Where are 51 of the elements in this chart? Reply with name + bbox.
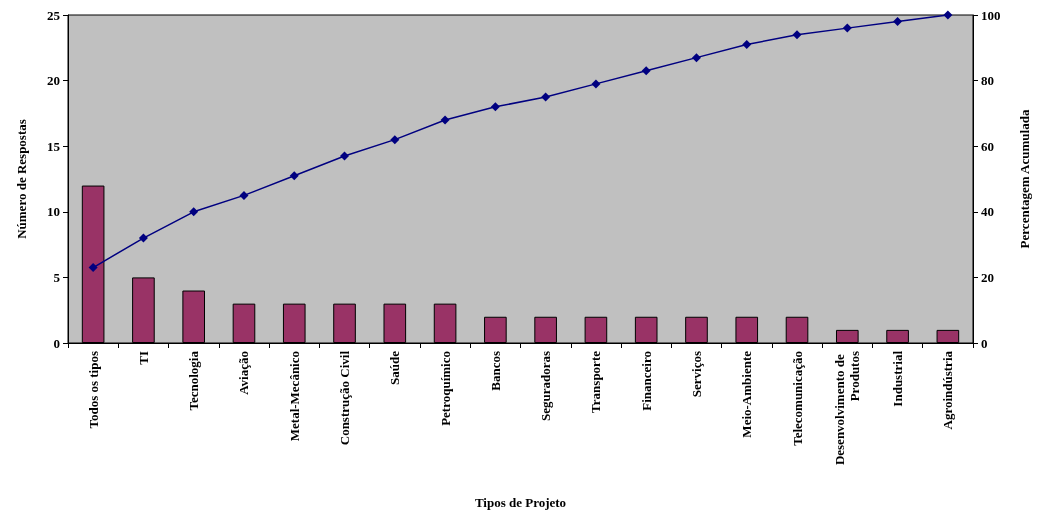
- x-tick-label: Desenvolvimento de Produtos: [832, 351, 863, 466]
- point: [239, 190, 249, 200]
- x-tick-label: Serviços: [688, 351, 704, 398]
- point: [390, 135, 400, 145]
- point: [842, 23, 852, 33]
- x-tick-label: Aviação: [236, 351, 252, 395]
- y2-tick-label: 100: [981, 7, 1001, 23]
- x-tick-label: Construção Civil: [337, 350, 353, 446]
- x-tick-label: Todos os tipos: [85, 351, 101, 429]
- point: [943, 10, 953, 20]
- x-axis-title: Tipos de Projeto: [474, 495, 567, 510]
- y-axis-title: Número de Respostas: [14, 119, 29, 239]
- x-tick-label: Meio-Ambiente: [739, 350, 755, 438]
- point: [893, 17, 903, 27]
- x-tick-label: Agroindústria: [940, 350, 956, 430]
- y2-tick-label: 80: [981, 73, 994, 89]
- y2-tick-label: 40: [981, 204, 994, 220]
- x-tick-label: Transporte: [588, 350, 604, 413]
- point: [742, 40, 752, 50]
- x-tick-label: Saúde: [387, 350, 403, 385]
- point: [138, 233, 148, 243]
- point: [541, 92, 551, 102]
- x-tick-label: TI: [135, 351, 151, 365]
- x-tick-label: Industrial: [890, 350, 906, 407]
- x-tick-label: Financeiro: [638, 351, 654, 411]
- y2-tick-label: 60: [981, 138, 994, 154]
- point: [792, 30, 802, 40]
- point: [440, 115, 450, 125]
- y2-axis-title: Percentagem Acumulada: [1017, 109, 1032, 249]
- x-tick-label: Seguradoras: [538, 351, 554, 422]
- x-tick-label: Petroquímico: [437, 351, 453, 426]
- y2-tick-label: 0: [981, 335, 988, 351]
- x-tick-label: Metal-Mecânico: [286, 351, 302, 442]
- y-tick-label: 10: [47, 204, 60, 220]
- point: [340, 151, 350, 161]
- point: [289, 171, 299, 181]
- y-tick-label: 20: [47, 73, 60, 89]
- point: [691, 53, 701, 63]
- x-tick-label: Telecomunicação: [789, 351, 805, 446]
- point: [591, 79, 601, 89]
- y2-tick-label: 20: [981, 269, 994, 285]
- y-tick-label: 5: [53, 269, 61, 285]
- y-tick-label: 25: [47, 7, 61, 23]
- point: [189, 207, 199, 217]
- point: [490, 102, 500, 112]
- x-tick-label: Tecnologia: [186, 350, 202, 411]
- y-tick-label: 15: [47, 138, 61, 154]
- point: [88, 263, 98, 273]
- y-tick-label: 0: [53, 335, 60, 351]
- x-tick-label: Bancos: [487, 351, 503, 391]
- point: [641, 66, 651, 76]
